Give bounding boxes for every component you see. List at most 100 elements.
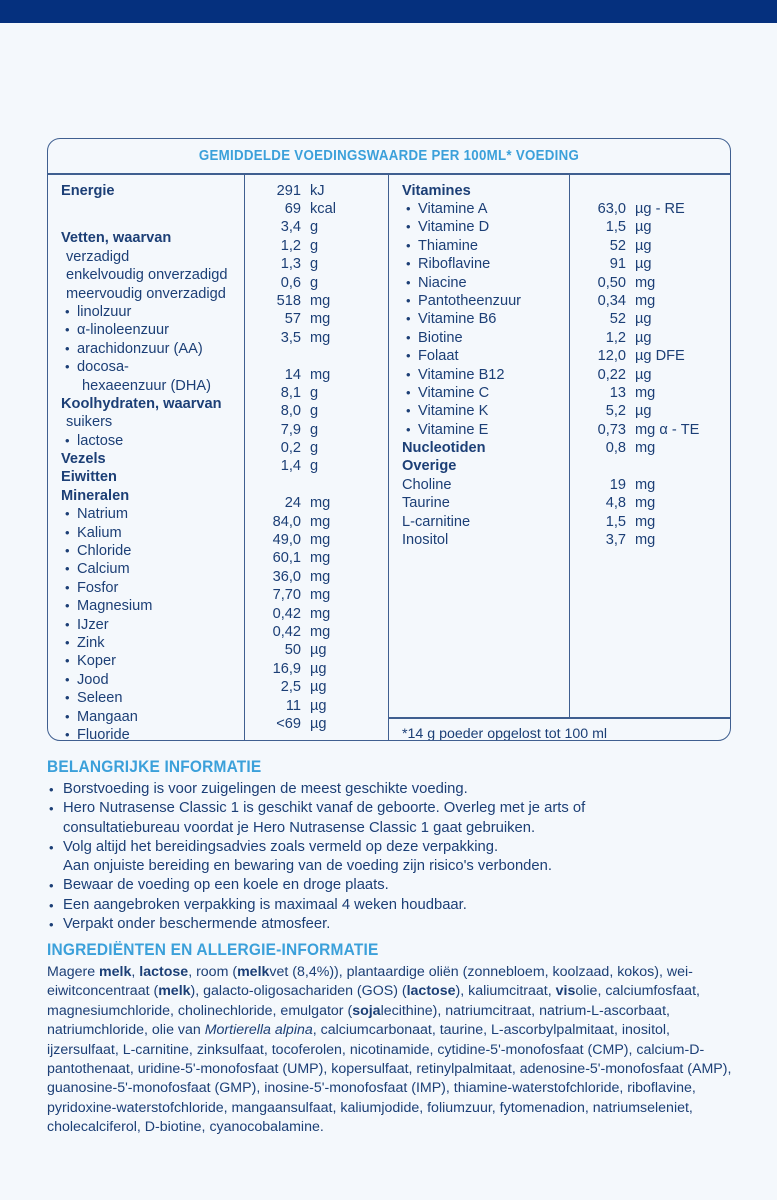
nutrient-label: Thiamine [402, 237, 569, 255]
nutrient-label: Calcium [61, 560, 244, 578]
left-nutrient-values: 291 kJ 69 kcal 3,4 g 1,2 g 1,3 g 0,6 g 518 mg 57 mg 3,5 m… [244, 174, 388, 740]
nutrient-unit: mg [310, 292, 331, 309]
nutrient-value: 7,9 g [245, 421, 388, 439]
nutrient-unit: mg [635, 440, 656, 457]
nutrient-label: Eiwitten [61, 469, 117, 486]
nutrient-label: lactose [61, 432, 244, 450]
nutrient-label: linolzuur [61, 303, 244, 321]
nutrient-unit: µg DFE [635, 348, 685, 365]
nutrient-label: L-carnitine [402, 513, 471, 530]
nutrient-amount: 8,0 [280, 403, 301, 420]
nutrient-value: 91 µg [570, 255, 730, 273]
right-nutrient-names: VitaminesVitamine AVitamine DThiamineRib… [389, 175, 569, 717]
nutrient-amount: 0,50 [597, 274, 626, 291]
nutrient-unit: mg [635, 513, 656, 530]
nutrient-label: Jood [61, 671, 244, 689]
nutrient-value: 1,5 mg [570, 513, 730, 531]
info-bullet-line: Hero Nutrasense Classic 1 is geschikt va… [63, 800, 586, 817]
nutrient-unit: g [310, 421, 319, 438]
nutrient-value: 518 mg [245, 292, 388, 310]
nutrient-unit: g [310, 256, 319, 273]
nutrient-value: 14 mg [245, 366, 388, 384]
nutrient-value: 1,4 g [245, 457, 388, 475]
nutrient-amount: 0,2 [280, 440, 301, 457]
nutrient-unit: mg [635, 384, 656, 401]
nutrient-value: 8,1 g [245, 384, 388, 402]
nutrient-amount: 518 [276, 292, 301, 309]
info-bullet: Volg altijd het bereidingsadvies zoals v… [47, 838, 737, 877]
info-bullet-continuation: consultatiebureau voordat je Hero Nutras… [63, 819, 536, 836]
nutrient-amount: 0,42 [272, 623, 301, 640]
nutrient-label: Seleen [61, 689, 244, 707]
nutrient-unit: mg [310, 513, 331, 530]
info-bullet-line: Een aangebroken verpakking is maximaal 4… [63, 896, 467, 913]
nutrient-label: Vitamine K [402, 402, 569, 420]
nutrient-unit: µg [635, 219, 652, 236]
nutrient-label [61, 200, 244, 218]
footnote-divider [389, 717, 730, 719]
nutrition-right-column: VitaminesVitamine AVitamine DThiamineRib… [388, 174, 730, 740]
nutrient-label: Energie [61, 182, 115, 199]
nutrition-table-body: Energie Vetten, waarvan verzadigd enkelvou… [48, 174, 730, 740]
nutrient-value: 63,0 µg - RE [570, 200, 730, 218]
nutrient-value: 13 mg [570, 384, 730, 402]
nutrient-label: Niacine [402, 274, 569, 292]
nutrient-unit: µg - RE [635, 200, 685, 217]
nutrient-amount: 1,2 [605, 329, 626, 346]
nutrient-value: 0,42 mg [245, 605, 388, 623]
nutrient-value: 0,42 mg [245, 623, 388, 641]
nutrient-label: Vitamine C [402, 384, 569, 402]
nutrient-amount: 12,0 [597, 348, 626, 365]
info-bullet-line: Verpakt onder beschermende atmosfeer. [63, 916, 331, 933]
nutrient-label: arachidonzuur (AA) [61, 340, 244, 358]
nutrient-value: 52 µg [570, 310, 730, 328]
nutrient-value: 57 mg [245, 310, 388, 328]
nutrition-table: GEMIDDELDE VOEDINGSWAARDE PER 100ML* VOE… [47, 138, 731, 741]
allergen-term: vis [555, 983, 576, 1000]
nutrient-value: 8,0 g [245, 402, 388, 420]
nutrient-amount: 4,8 [605, 495, 626, 512]
nutrient-unit: µg [310, 642, 327, 659]
nutrient-unit: kcal [310, 200, 336, 217]
nutrient-label: enkelvoudig onverzadigd [66, 267, 228, 284]
nutrient-unit: mg [310, 495, 331, 512]
nutrient-amount: 91 [609, 256, 626, 273]
info-bullet-line: Bewaar de voeding op een koele en droge … [63, 877, 389, 894]
nutrient-amount: 11 [285, 697, 301, 714]
nutrient-unit: mg [635, 532, 656, 549]
nutrient-value: 3,5 mg [245, 329, 388, 347]
allergen-term: melk [237, 964, 270, 980]
nutrient-amount: 49,0 [272, 532, 301, 549]
nutrient-amount: 0,34 [597, 292, 626, 309]
nutrient-label: Vitamine E [402, 421, 569, 439]
nutrient-unit: µg [310, 679, 327, 696]
nutrient-amount: 19 [609, 476, 626, 493]
nutrient-amount: 57 [284, 311, 301, 328]
nutrient-amount: 24 [284, 495, 301, 512]
nutrient-amount: 5,2 [605, 403, 626, 420]
info-bullet-line: Volg altijd het bereidingsadvies zoals v… [63, 838, 499, 855]
info-bullet-line: Borstvoeding is voor zuigelingen de mees… [63, 781, 468, 797]
nutrient-label: Zink [61, 634, 244, 652]
top-navy-bar [0, 0, 777, 23]
nutrient-value: 0,34 mg [570, 292, 730, 310]
nutrient-amount: 3,5 [280, 329, 301, 346]
nutrient-unit: µg [635, 256, 652, 273]
nutrient-value: 0,8 mg [570, 439, 730, 457]
nutrient-amount: 2,5 [280, 679, 301, 696]
nutrient-unit: mg [635, 476, 656, 493]
important-info-list: Borstvoeding is voor zuigelingen de mees… [47, 780, 737, 935]
nutrient-amount: 63,0 [597, 200, 626, 217]
nutrient-label: meervoudig onverzadigd [66, 285, 226, 302]
nutrient-unit: mg [310, 329, 331, 346]
nutrient-label: IJzer [61, 616, 244, 634]
nutrient-value: 84,0 mg [245, 513, 388, 531]
nutrient-unit: mg [310, 568, 331, 585]
nutrient-unit: mg [310, 623, 331, 640]
nutrient-label: Vetten, waarvan [61, 230, 172, 247]
nutrient-amount: 52 [609, 311, 626, 328]
nutrient-value: 11 µg [245, 697, 388, 715]
info-bullet-continuation: Aan onjuiste bereiding en bewaring van d… [63, 858, 552, 875]
nutrient-amount: 1,4 [280, 458, 301, 475]
nutrient-value: 0,2 g [245, 439, 388, 457]
